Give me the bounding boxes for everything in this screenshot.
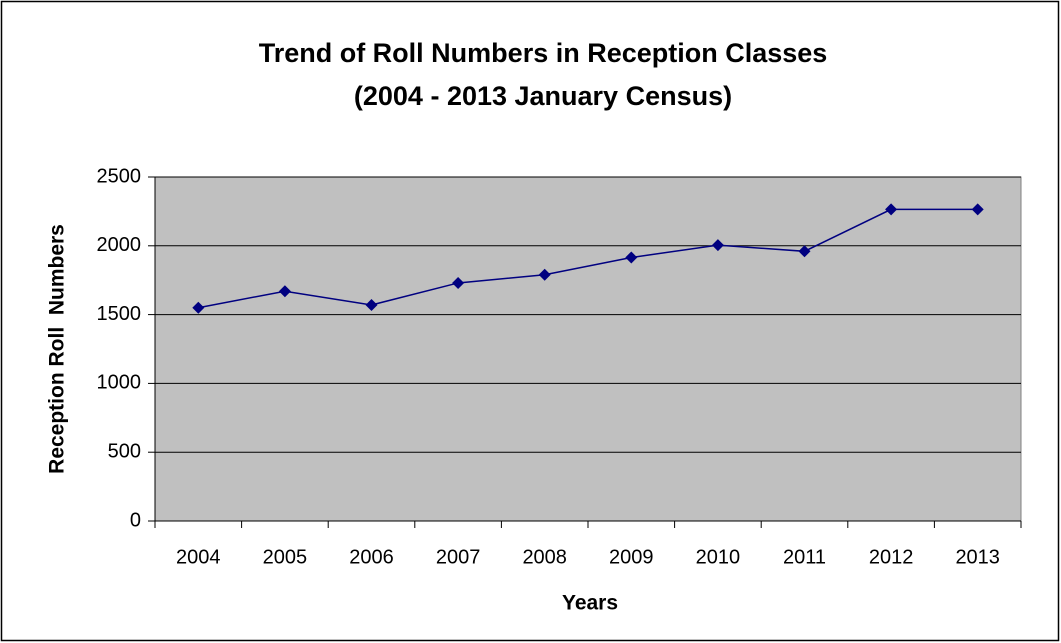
plot-area (154, 176, 1022, 522)
x-tick-label: 2012 (869, 546, 914, 568)
x-tick-label: 2010 (696, 546, 741, 568)
data-marker (625, 251, 638, 264)
data-marker (538, 268, 551, 281)
data-marker (452, 276, 465, 289)
x-tick-label: 2007 (436, 546, 481, 568)
x-tick-label: 2011 (783, 546, 826, 568)
chart-title: Trend of Roll Numbers in Reception Class… (259, 38, 828, 68)
y-tick-label: 2000 (97, 234, 142, 256)
y-tick-label: 0 (130, 509, 141, 531)
x-tick-label: 2006 (349, 546, 394, 568)
x-axis-title: Years (562, 592, 618, 615)
x-tick-label: 2004 (176, 546, 221, 568)
data-marker (971, 203, 984, 216)
data-marker (885, 203, 898, 216)
data-marker (711, 239, 724, 252)
y-tick-label: 2500 (97, 165, 142, 187)
x-tick-label: 2009 (609, 546, 654, 568)
y-tick-label: 500 (108, 440, 141, 462)
data-line (198, 208, 978, 309)
y-tick-label: 1000 (97, 372, 142, 394)
y-axis-title: Reception Roll Numbers (46, 224, 69, 474)
y-tick-label: 1500 (97, 303, 142, 325)
x-tick-label: 2008 (522, 546, 567, 568)
data-marker (192, 301, 205, 314)
data-marker (365, 298, 378, 311)
x-tick-label: 2005 (263, 546, 308, 568)
chart-subtitle: (2004 - 2013 January Census) (354, 81, 732, 111)
x-tick-label: 2013 (955, 546, 1000, 568)
data-marker (798, 245, 811, 258)
data-marker (278, 285, 291, 298)
